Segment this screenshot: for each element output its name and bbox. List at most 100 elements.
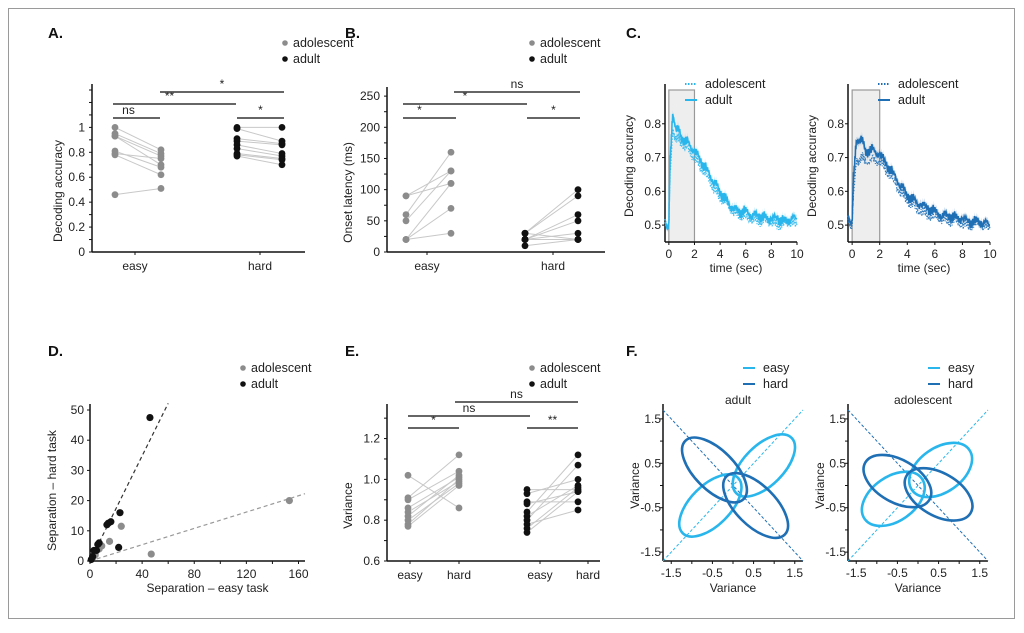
x-tick-label: hard [541, 259, 565, 273]
legend-label-adolescent: adolescent [251, 361, 312, 375]
pair-line [236, 148, 283, 157]
pair-line [407, 479, 460, 525]
adolescent-hard-point [455, 451, 463, 459]
adolescent-hard-point [157, 171, 165, 179]
adolescent-hard-point [447, 204, 455, 212]
adolescent-point [117, 522, 125, 530]
adolescent-easy-point [111, 132, 119, 140]
adolescent-easy-point [111, 151, 119, 159]
x-tick-label: 1.5 [786, 566, 803, 580]
pair-line [236, 128, 283, 142]
pair-line [524, 232, 579, 241]
y-tick-label: -0.5 [640, 501, 661, 515]
legend-label-adult: adult [540, 377, 568, 391]
adolescent-hard-point [455, 504, 463, 512]
adolescent-hard-point [157, 163, 165, 171]
y-tick-label: 0.7 [644, 151, 661, 165]
adult-hard-point [574, 506, 582, 514]
y-tick-label: 10 [71, 524, 85, 538]
chart-C2: 0 2 4 6 8 10 0.5 0.6 0.7 0.8 time (sec) Decoding ac… [805, 77, 997, 275]
y-tick-label: -1.5 [640, 545, 661, 559]
pair-line [114, 153, 162, 160]
pair-line [236, 140, 283, 146]
legend-marker-adolescent [240, 365, 246, 371]
figure-frame [8, 8, 1015, 619]
hard-ellipse [721, 471, 790, 540]
pair-line [524, 195, 579, 234]
adult-hard-point [574, 461, 582, 469]
adult-easy-point [523, 500, 531, 508]
legend-marker-adolescent [282, 40, 288, 46]
adult-point [115, 543, 123, 552]
pair-line [524, 189, 579, 234]
chart-B: B. 0 50 100 150 200 250 easy hard Onset latency (… [341, 25, 605, 273]
y-tick-label: -0.5 [825, 501, 846, 515]
y-tick-label: 1.5 [829, 412, 846, 426]
adult-hard-point [574, 488, 582, 496]
y-axis-label: Separation – hard task [45, 429, 59, 551]
hard-ellipse [862, 453, 933, 509]
adolescent-series-line [664, 128, 798, 231]
adult-hard-point [278, 123, 286, 131]
y-tick-label: 0.5 [829, 456, 846, 470]
adolescent-easy-point [402, 211, 410, 218]
adolescent-easy-point [402, 236, 410, 243]
adolescent-easy-point [111, 123, 119, 131]
adolescent-easy-point [404, 522, 412, 530]
legend-label-adult: adult [251, 377, 279, 391]
pair-line [407, 474, 460, 517]
pair-line [114, 187, 162, 196]
y-tick-label: 20 [71, 494, 85, 508]
adolescent-hard-point [447, 167, 455, 175]
legend-label-easy: easy [948, 361, 975, 375]
significance-label: ns [510, 387, 523, 401]
pair-line [236, 144, 283, 155]
pair-line [407, 454, 460, 499]
x-tick-label: 8 [959, 247, 966, 261]
legend-marker-adult [240, 381, 246, 387]
chart-F1: F. -1.5 -0.5 0.5 1.5 -1.5 -0.5 0.5 1.5 Variance Va… [626, 343, 803, 595]
adult-hard-point [574, 211, 582, 218]
y-tick-label: 0.5 [644, 456, 661, 470]
adolescent-easy-point [111, 191, 119, 199]
y-tick-label: 0.4 [68, 195, 85, 209]
adult-hard-point [574, 236, 582, 243]
adolescent-hard-point [447, 180, 455, 187]
adult-hard-point [278, 141, 286, 149]
legend-label-adult: adult [540, 52, 568, 66]
y-tick-label: 1.0 [363, 472, 380, 486]
x-tick-label: hard [447, 568, 471, 582]
y-tick-label: 150 [360, 151, 380, 165]
panel-label: B. [345, 25, 360, 42]
y-tick-label: 100 [360, 183, 380, 197]
adult-fit-line [89, 403, 169, 562]
adult-hard-point [574, 186, 582, 194]
x-tick-label: 80 [188, 567, 202, 581]
y-tick-label: 0.8 [827, 117, 844, 131]
significance-label: ** [548, 413, 558, 427]
x-tick-label: 4 [904, 247, 911, 261]
x-tick-label: 1.5 [971, 566, 988, 580]
y-axis-label: Decoding accuracy [805, 115, 819, 217]
legend-label-adolescent: adolescent [705, 77, 766, 91]
x-tick-label: 0.5 [930, 566, 947, 580]
significance-label: * [258, 103, 263, 117]
adult-hard-point [278, 161, 286, 169]
significance-label: ** [165, 89, 175, 103]
pair-line [114, 135, 162, 166]
panel-label: A. [48, 25, 63, 42]
y-tick-label: 0.8 [644, 117, 661, 131]
adult-hard-point [574, 498, 582, 506]
pair-line [405, 207, 452, 240]
legend-label-adult: adult [705, 93, 733, 107]
x-tick-label: 2 [691, 247, 698, 261]
adolescent-easy-point [402, 217, 410, 225]
x-tick-label: -1.5 [846, 566, 867, 580]
x-tick-label: easy [397, 568, 422, 582]
pair-line [236, 155, 283, 166]
x-tick-label: hard [248, 259, 272, 273]
adult-point [103, 521, 111, 529]
panel-label: D. [48, 343, 63, 360]
x-tick-label: -0.5 [702, 566, 723, 580]
